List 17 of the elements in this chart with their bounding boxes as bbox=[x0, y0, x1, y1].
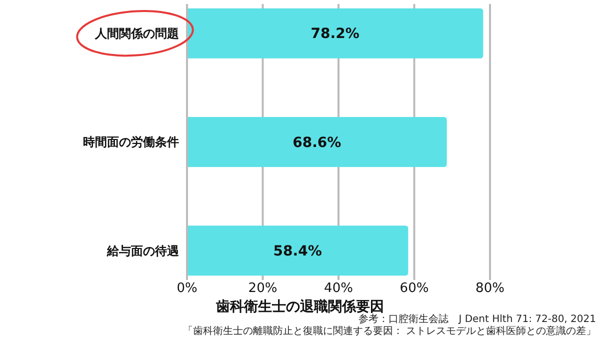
x-tick-label: 0% bbox=[176, 281, 198, 296]
data-label: 68.6% bbox=[292, 134, 342, 151]
x-tick-label: 80% bbox=[476, 281, 504, 296]
bar bbox=[187, 226, 408, 276]
text: 「歯科衛生士の離職防止と復職に関連する要因： ストレスモデルと歯科医師との意識の差」 bbox=[182, 325, 596, 337]
text: 参考：口腔衛生会誌 J Dent Hlth 71: 72-80, 2021 bbox=[358, 313, 596, 325]
x-tick-label: 40% bbox=[324, 281, 353, 296]
bar bbox=[187, 117, 447, 167]
y-tick-label: 給与面の待遇 bbox=[106, 244, 180, 258]
y-tick-label: 人間関係の問題 bbox=[94, 26, 179, 41]
data-label: 58.4% bbox=[273, 244, 322, 260]
x-tick-label: 60% bbox=[400, 281, 429, 296]
x-tick-label: 20% bbox=[248, 281, 278, 296]
x-axis-title: 歯科衛生士の退職関係要因 bbox=[215, 298, 384, 315]
y-tick-label: 時間面の労働条件 bbox=[83, 135, 179, 150]
data-label: 78.2% bbox=[310, 26, 360, 42]
bar bbox=[187, 8, 484, 58]
